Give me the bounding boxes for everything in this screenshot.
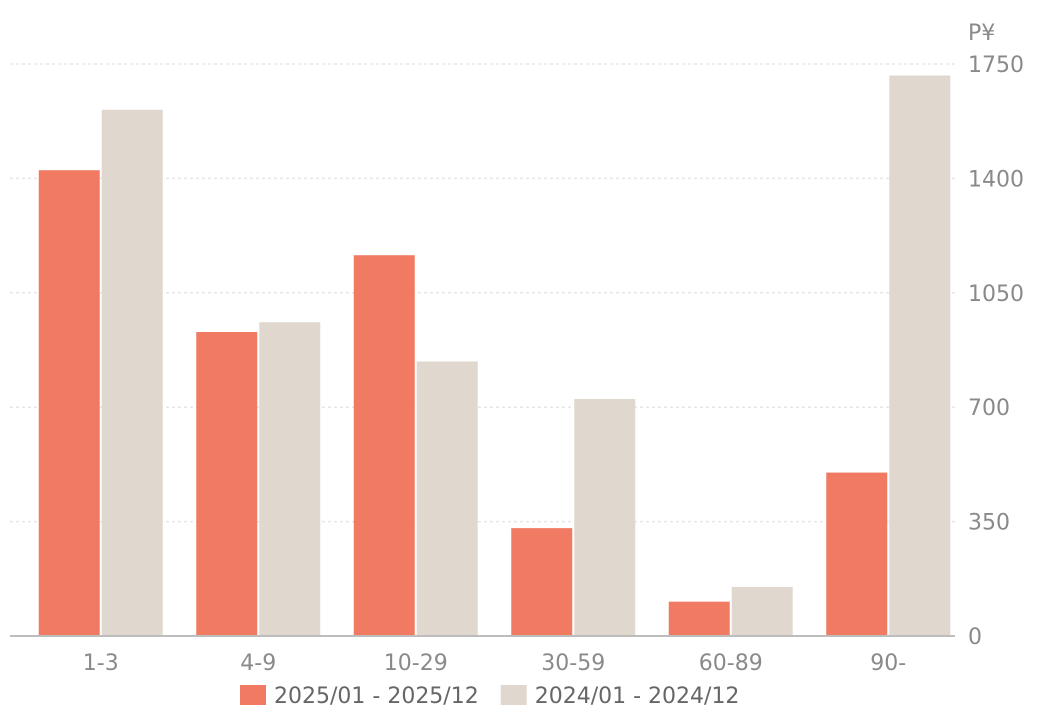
x-axis-ticks: 1-3 4-9 10-29 30-59 60-89 90- bbox=[83, 651, 906, 676]
bar bbox=[511, 528, 573, 636]
y-tick-label: 1050 bbox=[968, 282, 1024, 307]
legend-label: 2025/01 - 2025/12 bbox=[274, 684, 479, 709]
bar bbox=[731, 586, 793, 636]
y-tick-label: 350 bbox=[968, 511, 1010, 536]
gridlines bbox=[10, 63, 955, 523]
bar bbox=[259, 322, 321, 636]
legend-swatch bbox=[240, 685, 266, 705]
y-tick-label: 1750 bbox=[968, 53, 1024, 78]
legend-swatch bbox=[500, 685, 527, 705]
x-tick-label: 1-3 bbox=[83, 651, 119, 676]
bar bbox=[353, 255, 415, 636]
bar bbox=[574, 399, 636, 636]
bar bbox=[101, 109, 163, 636]
bars bbox=[38, 75, 951, 636]
x-tick-label: 4-9 bbox=[240, 651, 276, 676]
y-tick-label: 700 bbox=[968, 396, 1010, 421]
bar bbox=[38, 170, 100, 636]
y-tick-label: 1400 bbox=[968, 167, 1024, 192]
x-tick-label: 90- bbox=[870, 651, 906, 676]
bar bbox=[668, 601, 730, 636]
bar bbox=[889, 75, 951, 636]
x-tick-label: 10-29 bbox=[384, 651, 448, 676]
x-tick-label: 60-89 bbox=[699, 651, 763, 676]
y-tick-label: 0 bbox=[968, 625, 982, 650]
legend: 2025/01 - 2025/12 2024/01 - 2024/12 bbox=[240, 684, 739, 709]
x-tick-label: 30-59 bbox=[541, 651, 605, 676]
y-axis-unit-label: P¥ bbox=[968, 21, 995, 46]
y-axis-ticks: 0 350 700 1050 1400 1750 bbox=[968, 53, 1024, 650]
bar bbox=[196, 332, 258, 636]
bar bbox=[826, 472, 888, 636]
bar bbox=[416, 361, 478, 636]
legend-label: 2024/01 - 2024/12 bbox=[535, 684, 740, 709]
